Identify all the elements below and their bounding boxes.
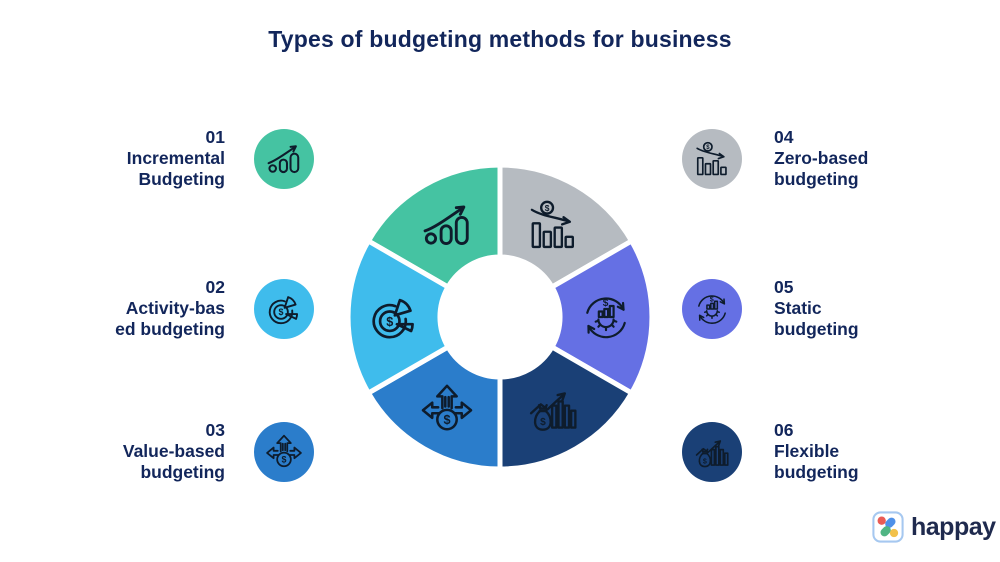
item-value-based-budgeting: 03 Value-based budgeting [85, 420, 314, 483]
item-number: 02 [205, 277, 225, 297]
budgeting-methods-donut [345, 162, 655, 472]
item-label: 06 Flexible budgeting [774, 420, 859, 482]
static-badge [682, 278, 742, 339]
declining-bars-icon [693, 140, 731, 178]
item-label: 01 Incremental Budgeting [85, 127, 225, 190]
happay-logo: happay [872, 511, 996, 543]
coin-arrows-icon [265, 433, 303, 471]
item-static-budgeting: 05 Static budgeting [682, 277, 859, 340]
moneybag-chart-icon [693, 433, 731, 471]
item-activity-based-budgeting: 02 Activity-bas ed budgeting [85, 277, 314, 340]
item-number: 05 [774, 277, 794, 297]
cycle-gear-icon [693, 290, 731, 328]
pie-dollar-icon [265, 290, 303, 328]
donut-segment-zero-based [497, 162, 636, 291]
item-label: 02 Activity-bas ed budgeting [85, 277, 225, 340]
zero-based-badge [682, 128, 742, 189]
item-number: 06 [774, 420, 794, 440]
brand-wordmark: happay [911, 512, 996, 541]
item-label: 05 Static budgeting [774, 277, 859, 339]
item-zero-based-budgeting: 04 Zero-based budgeting [682, 127, 868, 190]
item-number: 01 [205, 127, 225, 147]
incremental-badge [254, 128, 314, 189]
flexible-badge [682, 421, 742, 482]
page-title: Types of budgeting methods for business [268, 26, 732, 52]
item-number: 04 [774, 127, 794, 147]
item-flexible-budgeting: 06 Flexible budgeting [682, 420, 859, 483]
item-incremental-budgeting: 01 Incremental Budgeting [85, 127, 314, 190]
value-based-badge [254, 421, 314, 482]
item-number: 03 [205, 420, 225, 440]
item-label: 03 Value-based budgeting [85, 420, 225, 483]
happay-logo-icon [872, 511, 904, 543]
item-label: 04 Zero-based budgeting [774, 127, 869, 189]
growth-chart-icon [265, 140, 303, 178]
activity-based-badge [254, 278, 314, 339]
